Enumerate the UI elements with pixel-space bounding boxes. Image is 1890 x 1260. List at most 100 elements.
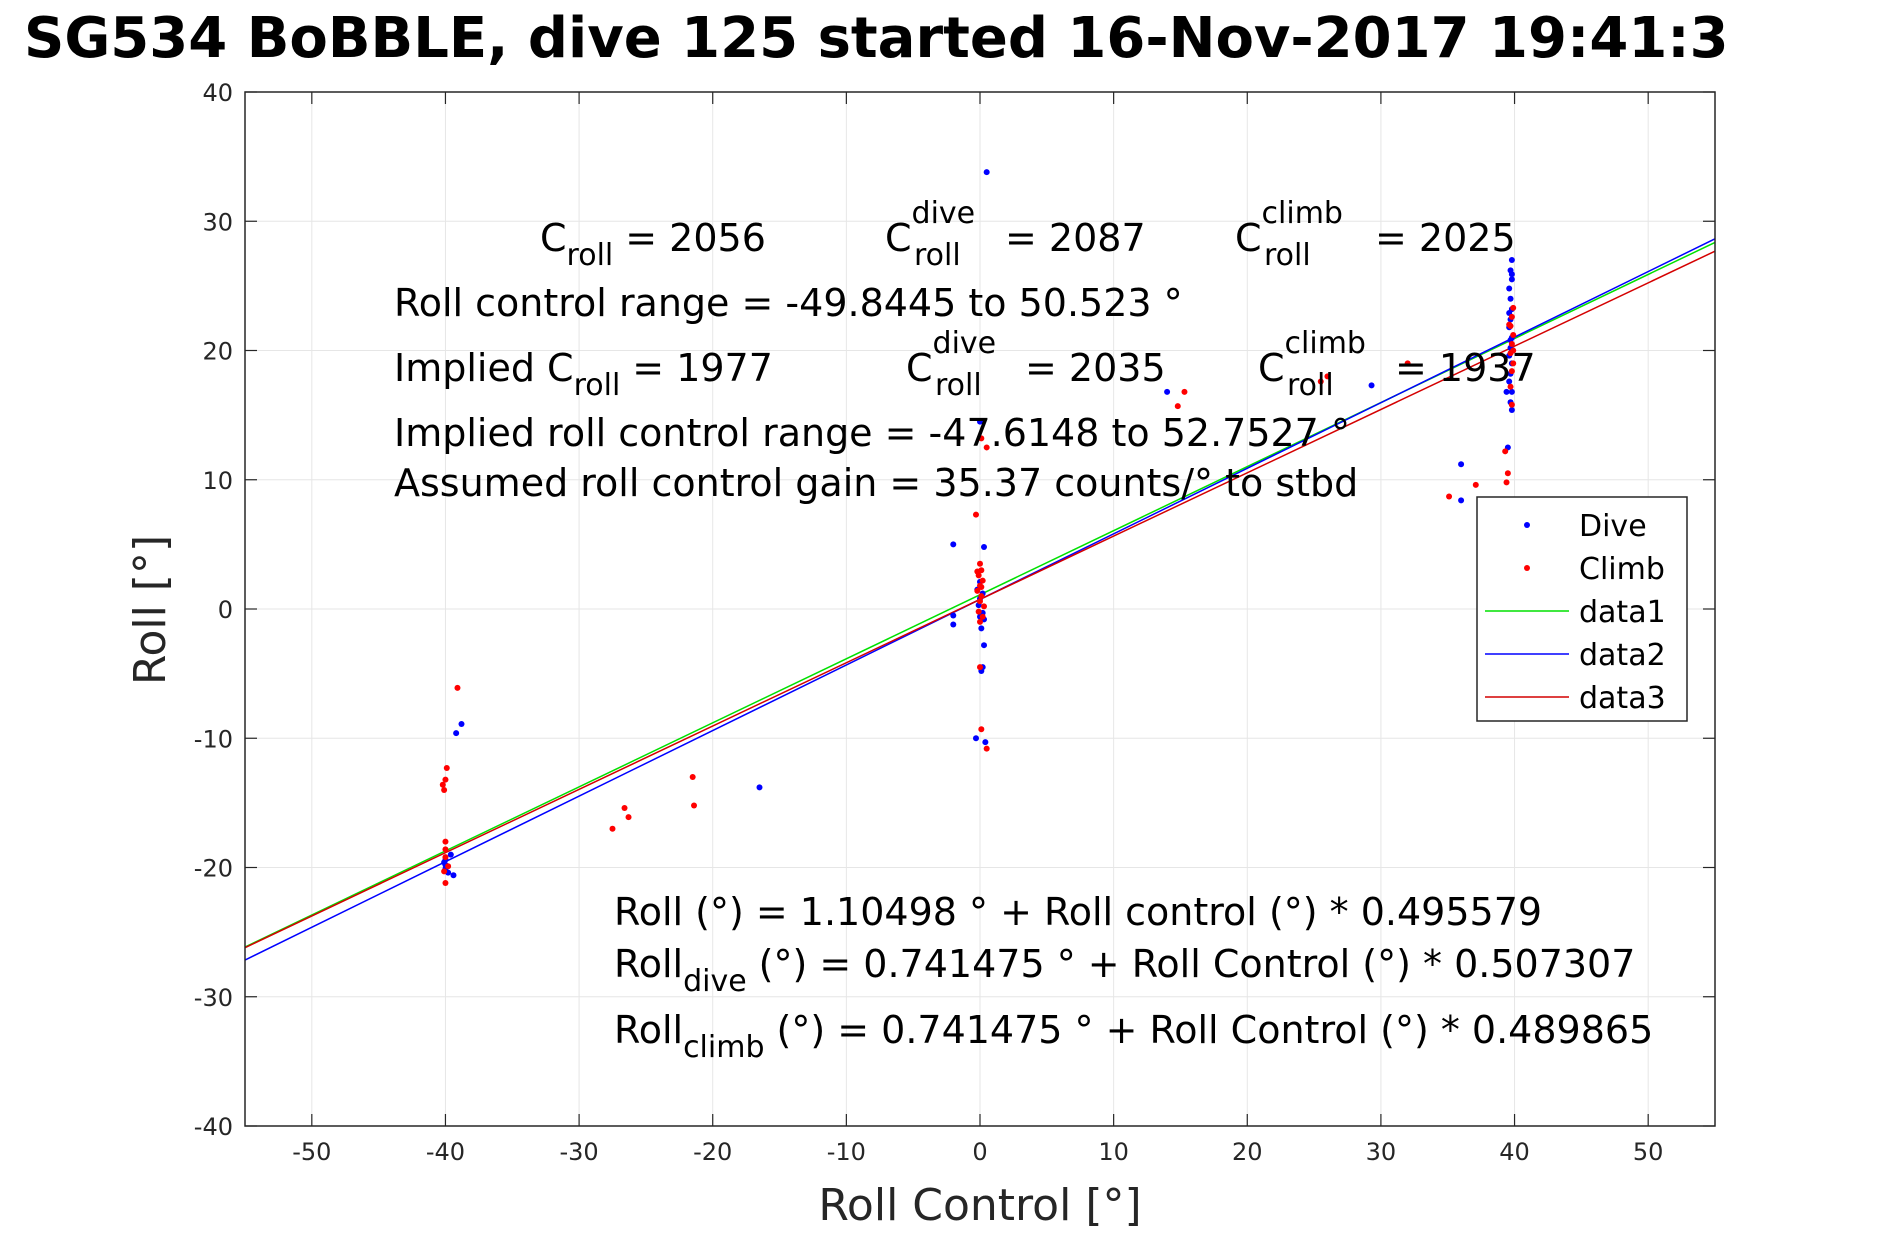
- climb-point: [1502, 448, 1509, 455]
- legend-label: Climb: [1579, 552, 1665, 587]
- climb-point: [977, 664, 983, 671]
- annotation-implied-line: Implied Croll = 1977 Cdive roll = 2035 Cc…: [394, 326, 1536, 403]
- climb-point: [441, 786, 448, 793]
- subscript-roll: roll: [574, 368, 621, 403]
- y-tick-label: 40: [202, 79, 233, 107]
- subscript-roll: roll: [1264, 238, 1311, 273]
- legend-box: [1476, 496, 1688, 722]
- climb-point: [1504, 470, 1511, 477]
- climb-point: [691, 802, 698, 809]
- climb-point: [983, 745, 990, 752]
- x-tick-labels: -50 -40 -30 -20 -10 0 10 20 30 40 50: [292, 1138, 1663, 1166]
- data-points: [439, 169, 1517, 887]
- dive-point: [1508, 257, 1515, 264]
- c-symbol: C: [1258, 346, 1285, 390]
- c-symbol: C: [540, 216, 567, 260]
- svg-text:Cdive: Cdive: [885, 196, 975, 260]
- y-tick-label: -20: [194, 855, 233, 883]
- climb-point: [1508, 368, 1515, 375]
- subscript-roll: roll: [1287, 368, 1334, 403]
- svg-text:Croll= 2056: Croll = 2056: [540, 216, 766, 273]
- subscript-dive: dive: [683, 964, 747, 999]
- climb-point: [1510, 331, 1517, 338]
- y-tick-label: -40: [194, 1113, 233, 1141]
- x-tick-label: 50: [1633, 1138, 1664, 1166]
- climb-point: [1510, 304, 1517, 311]
- x-axis-label: Roll Control [°]: [818, 1180, 1141, 1231]
- roll-symbol: Roll: [614, 1008, 683, 1052]
- c-symbol: C: [885, 216, 912, 260]
- climb-point: [689, 774, 696, 781]
- x-tick-label: 10: [1098, 1138, 1129, 1166]
- climb-point: [977, 618, 983, 625]
- subscript-roll: roll: [567, 238, 614, 273]
- fit-climb-text: (°) = 0.741475 ° + Roll Control (°) * 0.…: [777, 1008, 1654, 1052]
- dive-point: [447, 851, 454, 858]
- implied-c-roll-dive-value: = 2035: [1025, 346, 1166, 390]
- climb-point: [442, 776, 449, 783]
- implied-c-roll-value: = 1977: [632, 346, 773, 390]
- dive-point: [950, 621, 957, 628]
- legend-label: Dive: [1579, 509, 1647, 544]
- y-tick-label: 20: [202, 338, 233, 366]
- climb-point: [977, 560, 983, 567]
- climb-point: [1508, 313, 1515, 320]
- climb-point: [621, 805, 628, 812]
- climb-point: [1404, 360, 1411, 367]
- climb-point: [1324, 373, 1331, 380]
- dive-point: [1508, 271, 1515, 278]
- dive-point: [981, 543, 988, 550]
- c-symbol: C: [1235, 216, 1262, 260]
- dive-point: [1368, 382, 1375, 389]
- fit-climb: Rollclimb (°) = 0.741475 ° + Roll Control…: [614, 1008, 1653, 1065]
- climb-point: [1446, 493, 1453, 500]
- c-roll-climb-value: = 2025: [1375, 216, 1516, 260]
- dive-point: [950, 612, 957, 619]
- dive-point: [450, 872, 457, 879]
- x-tick-label: -30: [559, 1138, 598, 1166]
- dive-point: [1506, 378, 1513, 385]
- x-tick-label: -40: [426, 1138, 465, 1166]
- climb-point: [441, 868, 448, 875]
- dive-point: [1164, 388, 1171, 395]
- y-tick-label: -30: [194, 984, 233, 1012]
- subscript-climb: climb: [683, 1030, 764, 1065]
- dive-point: [981, 642, 988, 649]
- dive-point: [982, 739, 989, 746]
- climb-point: [975, 608, 982, 615]
- dive-point: [1458, 461, 1465, 468]
- climb-point: [1507, 383, 1514, 390]
- climb-point: [442, 846, 449, 853]
- x-tick-label: 0: [972, 1138, 987, 1166]
- implied-prefix: Implied C: [394, 346, 574, 390]
- x-tick-label: -20: [693, 1138, 732, 1166]
- climb-point: [1181, 388, 1188, 395]
- c-roll-value: = 2056: [625, 216, 766, 260]
- dive-point: [1508, 406, 1515, 413]
- y-tick-label: 0: [218, 596, 233, 624]
- fit-all: Roll (°) = 1.10498 ° + Roll control (°) …: [614, 890, 1542, 934]
- plot-frame: [244, 91, 1716, 1127]
- dive-point: [972, 735, 979, 742]
- y-tick-label: 30: [202, 208, 233, 236]
- climb-point: [983, 444, 990, 451]
- climb-point: [978, 593, 985, 600]
- y-tick-label: -10: [194, 725, 233, 753]
- fit-dive: Rolldive (°) = 0.741475 ° + Roll Control …: [614, 942, 1635, 999]
- climb-point: [972, 511, 979, 518]
- c-roll-dive-value: = 2087: [1005, 216, 1146, 260]
- legend-marker-climb: [1524, 565, 1530, 571]
- climb-point: [1508, 401, 1515, 408]
- legend-label: data3: [1579, 681, 1666, 716]
- dive-point: [978, 625, 985, 632]
- legend-label: data1: [1579, 595, 1666, 630]
- dive-point: [458, 721, 465, 728]
- dive-point: [1458, 497, 1465, 504]
- svg-text:Cclimb: Cclimb: [1235, 196, 1343, 260]
- legend-marker-dive: [1524, 522, 1530, 528]
- chart-title: SG534 BoBBLE, dive 125 started 16-Nov-20…: [24, 6, 1729, 71]
- climb-point: [981, 603, 988, 610]
- climb-point: [1506, 321, 1513, 328]
- subscript-roll: roll: [935, 368, 982, 403]
- superscript-climb: climb: [1262, 196, 1343, 231]
